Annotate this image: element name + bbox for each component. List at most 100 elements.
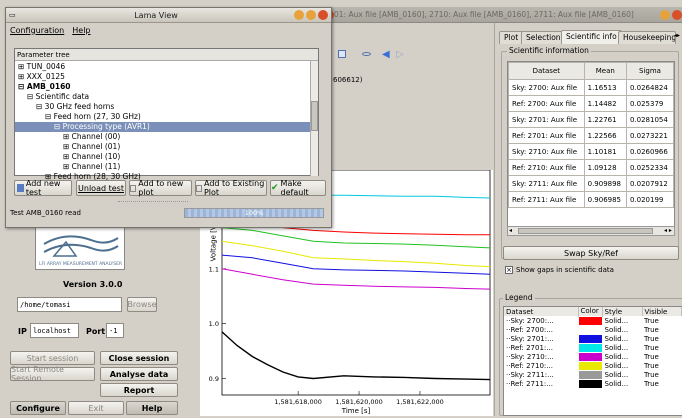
tree-expander-icon[interactable]: ⊞ (18, 72, 27, 81)
add-to-new-plot-button[interactable]: Add to new plot (129, 179, 192, 197)
column-header[interactable]: Style (602, 307, 643, 316)
analyse-data-button[interactable]: Analyse data (100, 367, 178, 381)
maximize-icon[interactable] (306, 10, 316, 20)
tab-plot[interactable]: Plot (499, 31, 524, 44)
legend-style[interactable]: Solid... (604, 325, 629, 334)
legend-row[interactable]: ··Ref: 2700:... Solid... True (504, 324, 682, 335)
tree-item[interactable]: ⊞ Channel (10) (15, 152, 318, 162)
add-to-existing-plot-button[interactable]: Add to Existing Plot (195, 179, 267, 197)
scroll-thumb[interactable] (311, 101, 318, 131)
legend-visible[interactable]: True (644, 352, 659, 361)
column-header[interactable]: Dataset (508, 62, 585, 80)
legend-color-swatch[interactable] (577, 351, 603, 362)
legend-style[interactable]: Solid... (604, 361, 629, 370)
tree-item[interactable]: ⊞ Channel (01) (15, 142, 318, 152)
swap-sky-ref-button[interactable]: Swap Sky/Ref (503, 246, 679, 260)
tree-item[interactable]: ⊟ Scientific data (15, 92, 318, 102)
plot-window-controls[interactable] (658, 10, 682, 20)
legend-row[interactable]: ··Ref: 2701:... Solid... True (504, 342, 682, 353)
legend-visible[interactable]: True (644, 370, 659, 379)
report-button[interactable]: Report (100, 383, 178, 397)
legend-row[interactable]: ··Sky: 2700:... Solid... True (504, 315, 682, 326)
make-default-button[interactable]: ✔ Make default (270, 179, 326, 197)
browse-button[interactable]: Browse (127, 297, 157, 312)
tree-expander-icon[interactable]: ⊞ (63, 132, 72, 141)
tree-item[interactable]: ⊞ Feed horn (28, 30 GHz) (15, 172, 318, 182)
tab-housekeeping-info[interactable]: Housekeeping info (618, 31, 676, 44)
tree-item[interactable]: ⊞ Channel (00) (15, 132, 318, 142)
legend-color-swatch[interactable] (577, 333, 603, 344)
column-header[interactable]: Mean (583, 62, 627, 80)
scroll-thumb[interactable] (518, 228, 653, 234)
legend-color-swatch[interactable] (577, 324, 603, 335)
close-icon[interactable] (672, 10, 682, 20)
configure-button[interactable]: Configure (10, 401, 66, 415)
table-row[interactable]: Sky: 2710: Aux file 1.10181 0.0260966 (508, 143, 674, 160)
menu-help[interactable]: Help (72, 25, 91, 35)
dialog-window-controls[interactable] (292, 10, 328, 20)
legend-style[interactable]: Solid... (604, 343, 629, 352)
legend-color-swatch[interactable] (577, 315, 603, 326)
tree-expander-icon[interactable]: ⊟ (45, 112, 54, 121)
legend-visible[interactable]: True (644, 334, 659, 343)
port-input[interactable]: -1 (106, 323, 124, 338)
table-row[interactable]: Ref: 2710: Aux file 1.09128 0.0252334 (508, 159, 674, 176)
table-row[interactable]: Sky: 2711: Aux file 0.909898 0.0207912 (508, 175, 674, 192)
tree-expander-icon[interactable]: ⊟ (18, 82, 27, 91)
legend-color-swatch[interactable] (577, 342, 603, 353)
exit-button[interactable]: Exit (68, 401, 124, 415)
parameter-tree[interactable]: ⊞ TUN_0046 ⊞ XXX_0125 ⊟ AMB_0160 ⊟ Scientif… (15, 61, 318, 182)
legend-row[interactable]: ··Sky: 2701:... Solid... True (504, 333, 682, 344)
close-session-button[interactable]: Close session (100, 351, 178, 365)
table-hscrollbar[interactable]: ◂ ◂ ▸ (507, 226, 675, 236)
tree-item[interactable]: ⊟ AMB_0160 (15, 82, 318, 92)
minimize-icon[interactable] (660, 10, 670, 20)
tab-selection[interactable]: Selection (521, 31, 566, 44)
tree-item[interactable]: ⊞ Channel (11) (15, 162, 318, 172)
tab-scroll-arrow-icon[interactable]: ◂▸ (674, 32, 681, 39)
tab-scientific-info[interactable]: Scientific info (561, 30, 622, 44)
start-remote-session-button[interactable]: Start Remote Session (10, 365, 95, 383)
tree-vscrollbar[interactable] (310, 61, 318, 176)
legend-row[interactable]: ··Sky: 2711:... Solid... True (504, 369, 682, 380)
legend-style[interactable]: Solid... (604, 334, 629, 343)
minimize-icon[interactable] (294, 10, 304, 20)
tree-item[interactable]: ⊟ Processing type (AVR1) (15, 122, 318, 132)
column-header[interactable]: Visible (642, 307, 682, 316)
legend-visible[interactable]: True (644, 379, 659, 388)
tree-expander-icon[interactable]: ⊟ (54, 122, 63, 131)
legend-color-swatch[interactable] (577, 378, 603, 389)
path-input[interactable]: /home/tomasi (17, 297, 122, 312)
scroll-right-icon[interactable]: ◂ ▸ (664, 227, 672, 234)
add-new-test-button[interactable]: Add new test (14, 179, 72, 197)
tree-item[interactable]: ⊞ XXX_0125 (15, 72, 318, 82)
pan-icon[interactable] (362, 52, 371, 56)
voltage-chart[interactable]: 1.1 1.0 0.9 1,581,618,000 1,581,620,000 1,581… (200, 169, 493, 416)
tree-expander-icon[interactable]: ⊟ (36, 102, 45, 111)
table-row[interactable]: Sky: 2700: Aux file 1.16513 0.0264824 (508, 79, 674, 96)
legend-color-swatch[interactable] (577, 360, 603, 371)
dialog-menu-icon[interactable]: ▭ (9, 11, 16, 19)
tree-expander-icon[interactable]: ⊞ (45, 172, 54, 181)
column-header[interactable]: Color (578, 307, 603, 316)
tree-item[interactable]: ⊞ TUN_0046 (15, 62, 318, 72)
table-row[interactable]: Sky: 2701: Aux file 1.22761 0.0281054 (508, 111, 674, 128)
tree-expander-icon[interactable]: ⊞ (63, 162, 72, 171)
legend-style[interactable]: Solid... (604, 352, 629, 361)
legend-row[interactable]: ··Ref: 2710:... Solid... True (504, 360, 682, 371)
forward-icon[interactable]: ▷ (396, 49, 404, 60)
start-session-button[interactable]: Start session (10, 351, 95, 365)
table-row[interactable]: Ref: 2711: Aux file 0.906985 0.020199 (508, 191, 674, 208)
ip-input[interactable]: localhost (30, 323, 79, 338)
column-header[interactable]: Sigma (625, 62, 674, 80)
table-row[interactable]: Ref: 2701: Aux file 1.22566 0.0273221 (508, 127, 674, 144)
unload-test-button[interactable]: Unload test (76, 180, 126, 196)
legend-row[interactable]: ··Sky: 2710:... Solid... True (504, 351, 682, 362)
scroll-left-icon[interactable]: ◂ (509, 227, 513, 234)
legend-visible[interactable]: True (644, 325, 659, 334)
close-icon[interactable] (318, 10, 328, 20)
show-gaps-checkbox[interactable]: × (505, 266, 513, 274)
table-row[interactable]: Ref: 2700: Aux file 1.14482 0.025379 (508, 95, 674, 112)
tree-item[interactable]: ⊟ 30 GHz feed horns (15, 102, 318, 112)
menu-configuration[interactable]: Configuration (10, 25, 65, 35)
